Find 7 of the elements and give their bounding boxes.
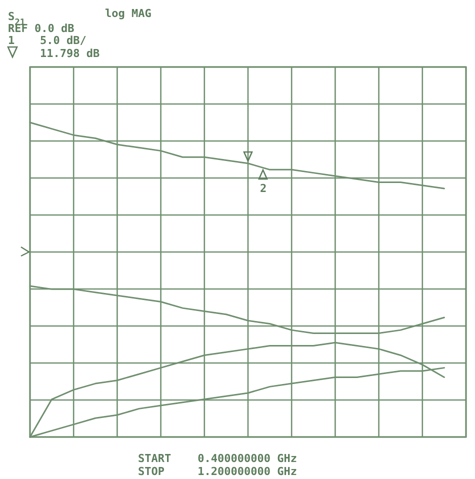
text: log MAG (105, 7, 152, 20)
annotation: 2 (260, 182, 267, 195)
text: STOP 1.200000000 GHz (138, 465, 297, 478)
text: START 0.400000000 GHz (138, 452, 297, 465)
text: 1 (8, 34, 15, 47)
text: 11.798 dB (40, 47, 100, 60)
text: 5.0 dB/ (40, 34, 87, 47)
